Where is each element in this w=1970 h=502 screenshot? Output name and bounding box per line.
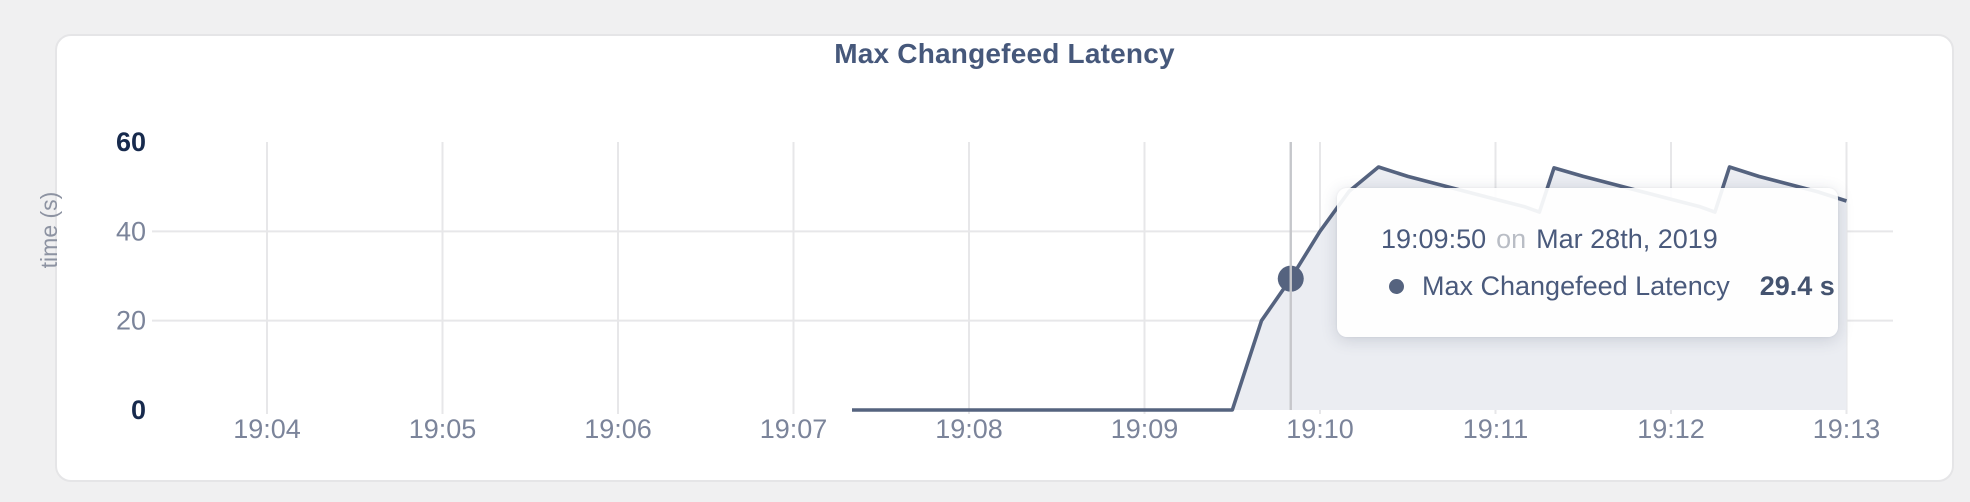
tooltip-series-value: 29.4 s bbox=[1759, 271, 1835, 301]
chart-tooltip: 19:09:50 on Mar 28th, 2019 Max Changefeed … bbox=[1337, 188, 1838, 337]
tooltip-header: 19:09:50 on Mar 28th, 2019 bbox=[1381, 222, 1838, 256]
y-tick-label: 0 bbox=[131, 395, 146, 425]
x-tick-label: 19:13 bbox=[1813, 414, 1881, 444]
chart-axis-labels: 19:04 19:05 19:06 19:07 19:08 19:09 19:10 19:11… bbox=[36, 127, 1880, 444]
x-tick-label: 19:12 bbox=[1637, 414, 1705, 444]
chart-hover-marker bbox=[1277, 142, 1304, 410]
x-tick-label: 19:05 bbox=[409, 414, 477, 444]
y-tick-label: 60 bbox=[116, 127, 146, 157]
x-tick-label: 19:04 bbox=[233, 414, 301, 444]
tooltip-date: Mar 28th, 2019 bbox=[1536, 224, 1718, 254]
x-tick-label: 19:06 bbox=[584, 414, 652, 444]
x-tick-label: 19:08 bbox=[935, 414, 1003, 444]
y-tick-label: 40 bbox=[116, 216, 146, 246]
x-tick-label: 19:11 bbox=[1463, 414, 1529, 444]
tooltip-series-label: Max Changefeed Latency bbox=[1422, 271, 1730, 301]
tooltip-conjunction: on bbox=[1496, 224, 1527, 254]
tooltip-series-row: Max Changefeed Latency 29.4 s bbox=[1381, 269, 1838, 303]
chart-title: Max Changefeed Latency bbox=[834, 38, 1175, 69]
x-tick-label: 19:09 bbox=[1111, 414, 1179, 444]
y-tick-label: 20 bbox=[116, 306, 146, 336]
tooltip-time: 19:09:50 bbox=[1381, 224, 1487, 254]
series-bullet-icon bbox=[1389, 278, 1404, 294]
x-tick-label: 19:10 bbox=[1286, 414, 1354, 444]
x-tick-label: 19:07 bbox=[760, 414, 828, 444]
y-axis-title: time (s) bbox=[36, 192, 62, 269]
